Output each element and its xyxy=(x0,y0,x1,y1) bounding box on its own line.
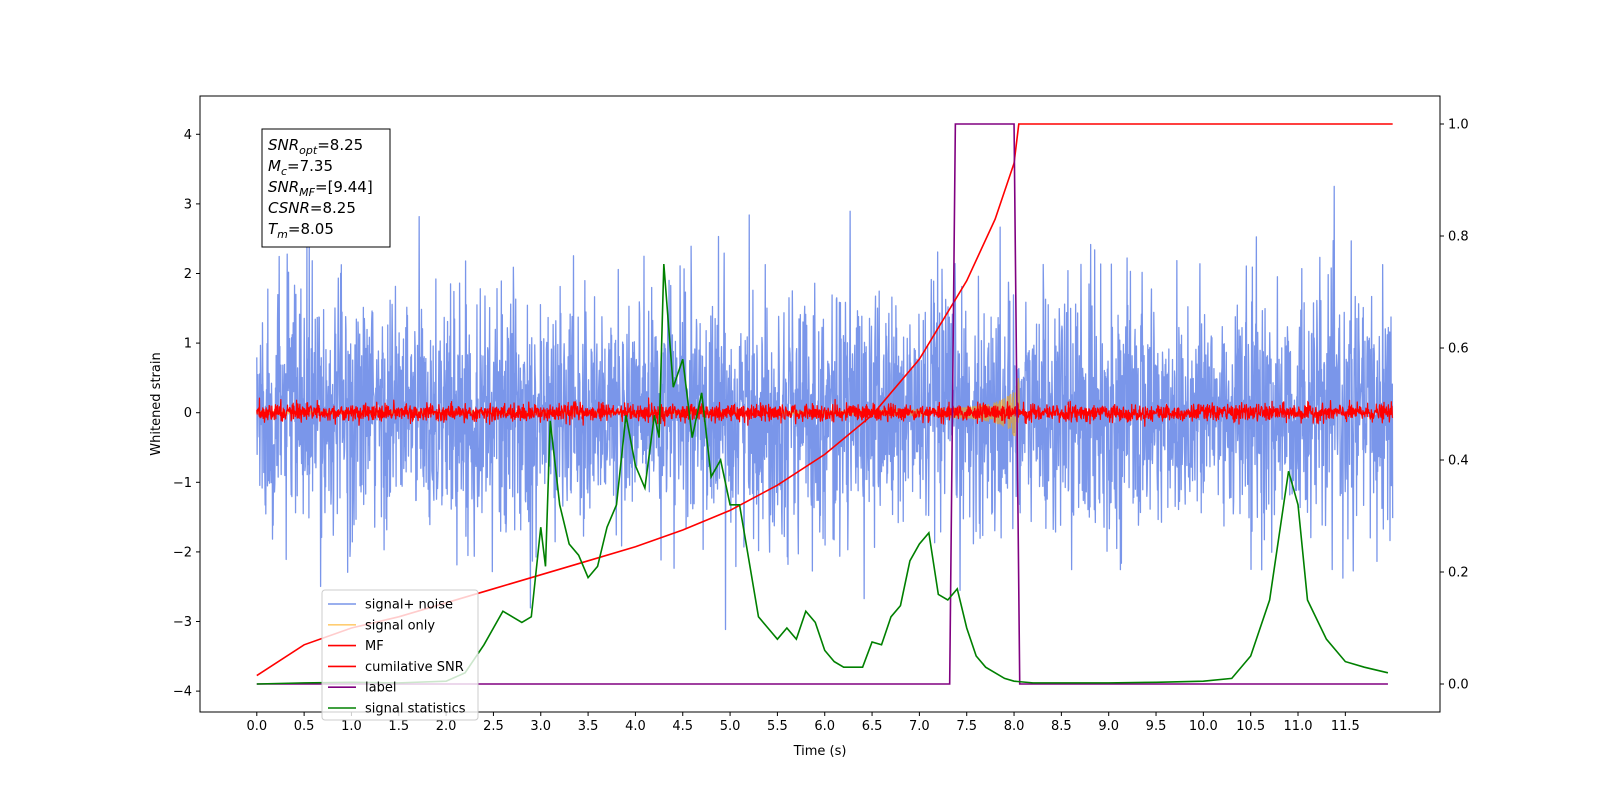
x-axis-label: Time (s) xyxy=(793,744,847,759)
legend-label-signal-noise: signal+ noise xyxy=(365,598,453,613)
y2-tick-label: 0.0 xyxy=(1448,678,1469,693)
annotation-line: SNRMF=[9.44] xyxy=(268,178,373,199)
legend-label-signal-only: signal only xyxy=(365,618,435,633)
y2-tick-label: 0.6 xyxy=(1448,342,1469,357)
x-tick-label: 0.5 xyxy=(294,719,315,734)
annotation-line: CSNR=8.25 xyxy=(268,199,356,217)
x-tick-label: 4.0 xyxy=(625,719,646,734)
annotation-line: Tm=8.05 xyxy=(268,220,334,241)
x-tick-label: 10.0 xyxy=(1189,719,1218,734)
y-tick-label: 1 xyxy=(184,337,192,352)
y-tick-label: −2 xyxy=(173,545,192,560)
series-signal-noise-line xyxy=(256,185,1394,631)
x-tick-label: 7.0 xyxy=(909,719,930,734)
annotation-frame xyxy=(261,128,391,248)
y-tick-label: 4 xyxy=(184,128,192,143)
x-tick-label: 6.5 xyxy=(862,719,883,734)
x-tick-label: 2.0 xyxy=(436,719,457,734)
y-tick-label: −1 xyxy=(173,476,192,491)
y-axis-right: 0.0 0.2 0.4 0.6 0.8 1.0 xyxy=(1440,118,1469,693)
y2-tick-label: 1.0 xyxy=(1448,118,1469,133)
x-tick-label: 8.0 xyxy=(1004,719,1025,734)
annotation-line: Mc=7.35 xyxy=(268,157,333,178)
plot-frame xyxy=(199,95,1441,713)
x-tick-label: 11.5 xyxy=(1331,719,1360,734)
x-tick-label: 10.5 xyxy=(1236,719,1265,734)
x-tick-label: 2.5 xyxy=(483,719,504,734)
y2-tick-label: 0.8 xyxy=(1448,230,1469,245)
x-tick-label: 3.0 xyxy=(530,719,551,734)
y-tick-label: 0 xyxy=(184,406,192,421)
legend-label-cumilative-snr: cumilative SNR xyxy=(365,660,464,675)
series-signal-statistics-line xyxy=(256,263,1389,685)
y2-tick-label: 0.4 xyxy=(1448,454,1469,469)
annotation-line: SNRopt=8.25 xyxy=(268,136,363,157)
y-tick-label: −3 xyxy=(173,615,192,630)
series-mf-line xyxy=(256,397,1394,427)
x-tick-label: 5.5 xyxy=(767,719,788,734)
x-tick-label: 3.5 xyxy=(578,719,599,734)
x-tick-label: 0.0 xyxy=(246,719,267,734)
x-tick-label: 8.5 xyxy=(1051,719,1072,734)
legend-label-mf: MF xyxy=(365,639,384,654)
x-tick-label: 6.0 xyxy=(814,719,835,734)
x-tick-label: 5.0 xyxy=(720,719,741,734)
x-tick-label: 4.5 xyxy=(672,719,693,734)
y-axis-left: −4 −3 −2 −1 0 1 2 3 4 xyxy=(173,128,200,700)
x-tick-label: 1.5 xyxy=(388,719,409,734)
y2-tick-label: 0.2 xyxy=(1448,566,1469,581)
legend-label-signal-statistics: signal statistics xyxy=(365,702,466,717)
legend: signal+ noise signal only MF cumilative SNR… xyxy=(321,589,479,721)
x-tick-label: 11.0 xyxy=(1284,719,1313,734)
legend-label-label: label xyxy=(365,681,396,696)
y-tick-label: 2 xyxy=(184,267,192,282)
x-axis: 0.0 0.5 1.0 1.5 2.0 2.5 3.0 3.5 4.0 4.5 5.0 5.5 6.0 6… xyxy=(246,712,1360,734)
y-axis-label: Whitened strain xyxy=(149,352,164,455)
series-label-line xyxy=(256,123,1388,685)
x-tick-label: 1.0 xyxy=(341,719,362,734)
legend-frame xyxy=(321,589,479,721)
x-tick-label: 9.5 xyxy=(1146,719,1167,734)
x-tick-label: 9.0 xyxy=(1098,719,1119,734)
y-tick-label: 3 xyxy=(184,197,192,212)
y-tick-label: −4 xyxy=(173,685,192,700)
x-tick-label: 7.5 xyxy=(956,719,977,734)
